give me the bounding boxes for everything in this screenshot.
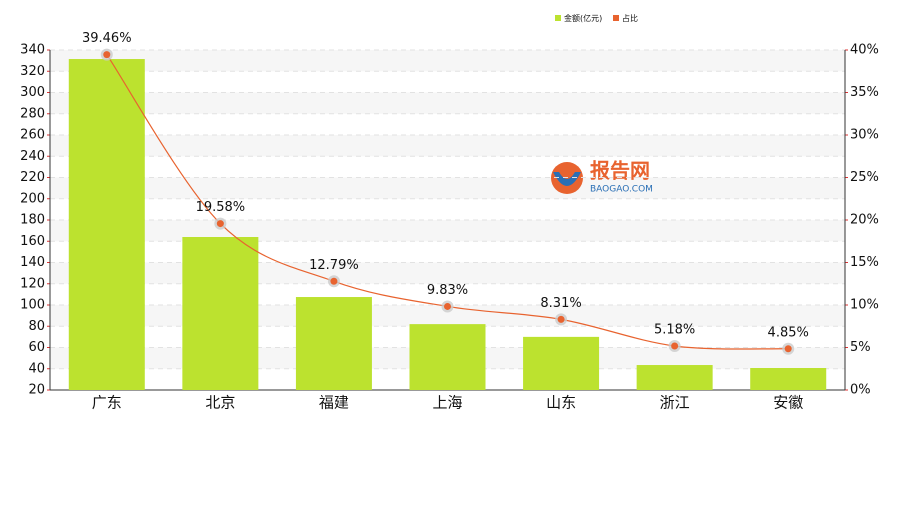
x-tick-label: 广东 [92, 394, 122, 412]
grid-band [50, 220, 845, 242]
legend-swatch [613, 15, 619, 21]
x-tick-label: 福建 [319, 394, 349, 412]
bar [182, 237, 259, 390]
point [444, 302, 451, 310]
y2-tick-label: 35% [850, 85, 879, 100]
bar [636, 365, 713, 390]
point [671, 342, 679, 350]
y-tick-label: 60 [28, 340, 45, 355]
logo-text: 报告网 [590, 159, 650, 183]
y-tick-label: 300 [20, 85, 45, 100]
y-tick-label: 100 [20, 298, 45, 313]
point [784, 345, 792, 353]
data-label: 19.58% [196, 200, 246, 215]
data-label: 39.46% [82, 31, 132, 46]
grid-band [50, 92, 845, 114]
y-tick-label: 280 [20, 106, 45, 121]
data-label: 12.79% [309, 258, 359, 273]
point [557, 315, 565, 323]
y-tick-label: 320 [20, 64, 45, 79]
legend-label: 占比 [622, 13, 638, 23]
watermark: 报告网 BAOGAO.COM [551, 159, 653, 195]
y-tick-label: 220 [20, 170, 45, 185]
y2-tick-label: 20% [850, 213, 879, 228]
point [103, 51, 111, 59]
legend-label: 金额(亿元) [564, 13, 602, 23]
bar [409, 324, 486, 390]
y2-tick-label: 30% [850, 128, 879, 143]
grid-band [50, 177, 845, 199]
x-tick-label: 安徽 [773, 394, 803, 412]
data-label: 8.31% [540, 296, 581, 311]
y-tick-label: 260 [20, 128, 45, 143]
y-tick-label: 120 [20, 276, 45, 291]
grid-band [50, 135, 845, 157]
x-tick-label: 山东 [546, 394, 576, 412]
y-tick-label: 160 [20, 234, 45, 249]
grid-band [50, 262, 845, 284]
y2-tick-label: 25% [850, 170, 879, 185]
grid-band [50, 50, 845, 72]
y-tick-label: 240 [20, 149, 45, 164]
y2-tick-label: 10% [850, 298, 879, 313]
y-tick-label: 20 [28, 383, 45, 398]
data-label: 4.85% [768, 325, 809, 340]
logo-icon-inner [553, 172, 581, 186]
y-tick-label: 40 [28, 361, 45, 376]
y-tick-label: 200 [20, 191, 45, 206]
y-tick-label: 140 [20, 255, 45, 270]
y-tick-label: 80 [28, 319, 45, 334]
x-tick-label: 上海 [432, 394, 462, 412]
y2-tick-label: 0% [850, 383, 871, 398]
y-tick-label: 180 [20, 213, 45, 228]
data-label: 5.18% [654, 322, 695, 337]
x-tick-label: 浙江 [660, 394, 690, 412]
bar [523, 336, 600, 390]
logo-url: BAOGAO.COM [590, 185, 653, 195]
y-tick-label: 340 [20, 43, 45, 58]
y2-tick-label: 15% [850, 255, 879, 270]
legend-swatch [555, 15, 561, 21]
bar [68, 59, 145, 390]
y2-tick-label: 40% [850, 43, 879, 58]
x-tick-label: 北京 [205, 394, 235, 412]
data-label: 9.83% [427, 283, 468, 298]
y2-tick-label: 5% [850, 340, 871, 355]
point [330, 277, 338, 285]
bar [295, 297, 372, 390]
bar [750, 368, 827, 390]
point [216, 220, 224, 228]
